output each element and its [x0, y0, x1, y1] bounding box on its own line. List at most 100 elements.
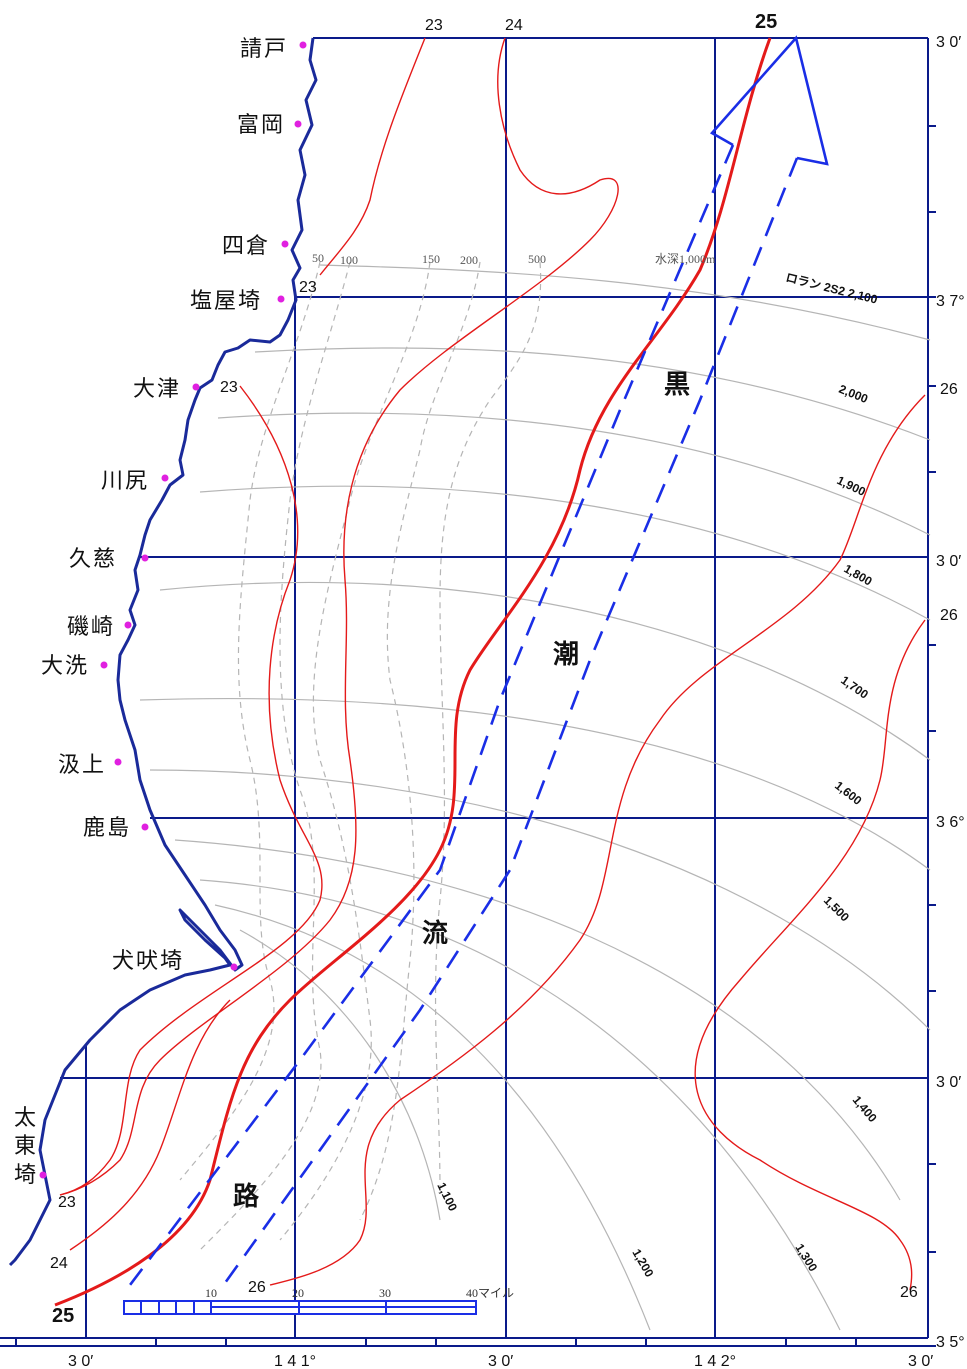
isotherm-25 [54, 37, 772, 1307]
label-oarai: 大洗 [41, 654, 89, 679]
lat-label-37-30: 3 0′ [936, 34, 961, 51]
label-taitozaki-1: 太 [14, 1106, 38, 1131]
label-taitozaki-3: 埼 [14, 1163, 38, 1188]
depth-1600: 1,600 [832, 778, 865, 808]
depth-labels: 50 100 150 200 500 水深1,000m ロラン 2S2 2,10… [312, 251, 880, 1280]
depth-contour-2000 [254, 347, 931, 441]
label-ro: 路 [233, 1181, 260, 1212]
temp-23-bottom: 23 [58, 1194, 76, 1211]
label-ukedo: 請戸 [240, 37, 288, 62]
scale-label-30: 30 [379, 1286, 391, 1300]
temp-23-top: 23 [425, 17, 443, 34]
lon-label-140-30: 3 0′ [68, 1353, 93, 1369]
temp-25-top: 25 [755, 11, 777, 33]
label-yotsukura: 四倉 [222, 234, 270, 259]
isotherm-23-a [319, 37, 426, 276]
depth-contour-1700 [159, 581, 931, 761]
depth-contour-1500 [149, 769, 931, 1031]
lat-labels: 3 0′ 3 7° 3 0′ 3 6° 3 0′ 3 5° [936, 34, 965, 1351]
scale-label-40: 40マイル [466, 1286, 514, 1300]
depth-contour-1800 [199, 485, 931, 621]
marker-isogami [114, 758, 122, 766]
isotherm-26-a [269, 394, 926, 1286]
place-labels: 請戸 富岡 四倉 塩屋埼 大津 川尻 久慈 磯崎 大洗 汲上 鹿島 犬吠埼 太 … [14, 37, 288, 1188]
bathymetry-deep [139, 264, 931, 1331]
isotherm-24-a [59, 37, 619, 1196]
arrow-left-edge [128, 144, 735, 1286]
marker-oarai [100, 661, 108, 669]
depth-contour-1900 [217, 412, 931, 536]
lat-label-36: 3 6° [936, 814, 965, 831]
scale-label-10: 10 [205, 1286, 217, 1300]
kuroshio-arrow [128, 35, 829, 1291]
coastline [8, 37, 318, 1267]
marker-tomioka [294, 120, 302, 128]
isotherms [59, 37, 926, 1291]
lat-label-37: 3 7° [936, 293, 965, 310]
depth-200: 200 [460, 253, 478, 267]
temp-24-top: 24 [505, 17, 523, 34]
depth-contour-1400 [174, 839, 901, 1201]
label-otsu: 大津 [133, 377, 181, 402]
lon-label-142-30: 3 0′ [908, 1353, 933, 1369]
label-kawajiri: 川尻 [101, 469, 149, 494]
label-kashima: 鹿島 [83, 816, 131, 841]
label-shioyazaki: 塩屋埼 [190, 289, 262, 314]
graticule [0, 37, 936, 1347]
arrow-right-edge [218, 157, 799, 1291]
depth-1000: 水深1,000m [655, 252, 716, 266]
lon-label-141: 1 4 1° [274, 1353, 316, 1369]
depth-contour-1300 [199, 879, 841, 1331]
lon-label-142: 1 4 2° [694, 1353, 736, 1369]
lat-label-35-30: 3 0′ [936, 1074, 961, 1091]
isotherm-23-b [59, 385, 323, 1196]
kuroshio-label: 黒 潮 流 路 [233, 370, 690, 1212]
depth-1200: 1,200 [629, 1247, 656, 1280]
depth-150: 150 [422, 252, 440, 266]
arrow-head [709, 35, 829, 166]
depth-1700: 1,700 [838, 673, 871, 702]
temp-26-bottom-a: 26 [248, 1279, 266, 1296]
scale-bar: 10 20 30 40マイル [123, 1286, 514, 1315]
depth-50: 50 [312, 251, 324, 265]
depth-1300: 1,300 [792, 1241, 820, 1274]
label-isogami: 汲上 [58, 753, 106, 778]
isotherm-24-b [69, 999, 231, 1251]
isotherm-26-b [694, 619, 926, 1291]
depth-100: 100 [340, 253, 358, 267]
lat-label-36-30: 3 0′ [936, 553, 961, 570]
depth-contour-1600 [139, 697, 931, 871]
label-isozaki: 磯崎 [67, 615, 115, 640]
label-taitozaki-2: 東 [14, 1134, 38, 1159]
depth-500: 500 [528, 252, 546, 266]
temp-26-bottom-b: 26 [900, 1284, 918, 1301]
label-kuji: 久慈 [69, 547, 117, 572]
depth-1500: 1,500 [821, 893, 852, 924]
label-ryu: 流 [422, 919, 448, 949]
marker-isozaki [124, 621, 132, 629]
temp-23-otsu: 23 [220, 379, 238, 396]
label-inubozaki: 犬吠埼 [112, 949, 184, 974]
label-tomioka: 富岡 [237, 113, 285, 138]
marker-kashima [141, 823, 149, 831]
label-shio: 潮 [553, 640, 579, 670]
depth-contour-2100 [319, 264, 931, 341]
marker-taitozaki [39, 1171, 47, 1179]
temp-25-bottom: 25 [52, 1305, 74, 1327]
place-markers [39, 41, 307, 1179]
bathymetry-shallow [179, 261, 542, 1251]
lon-label-141-30: 3 0′ [488, 1353, 513, 1369]
marker-otsu [192, 383, 200, 391]
depth-contour-1200 [214, 904, 651, 1331]
marker-ukedo [299, 41, 307, 49]
depth-contour-1100 [239, 929, 441, 1221]
marker-inubozaki [230, 963, 238, 971]
scale-label-20: 20 [292, 1286, 304, 1300]
depth-1400: 1,400 [850, 1093, 880, 1125]
isotherm-labels: 23 24 25 23 23 26 26 23 24 25 26 26 [50, 11, 958, 1327]
temp-23-shioya: 23 [299, 279, 317, 296]
depth-2000: 2,000 [837, 382, 870, 406]
temp-24-bottom: 24 [50, 1255, 68, 1272]
marker-shioyazaki [277, 295, 285, 303]
